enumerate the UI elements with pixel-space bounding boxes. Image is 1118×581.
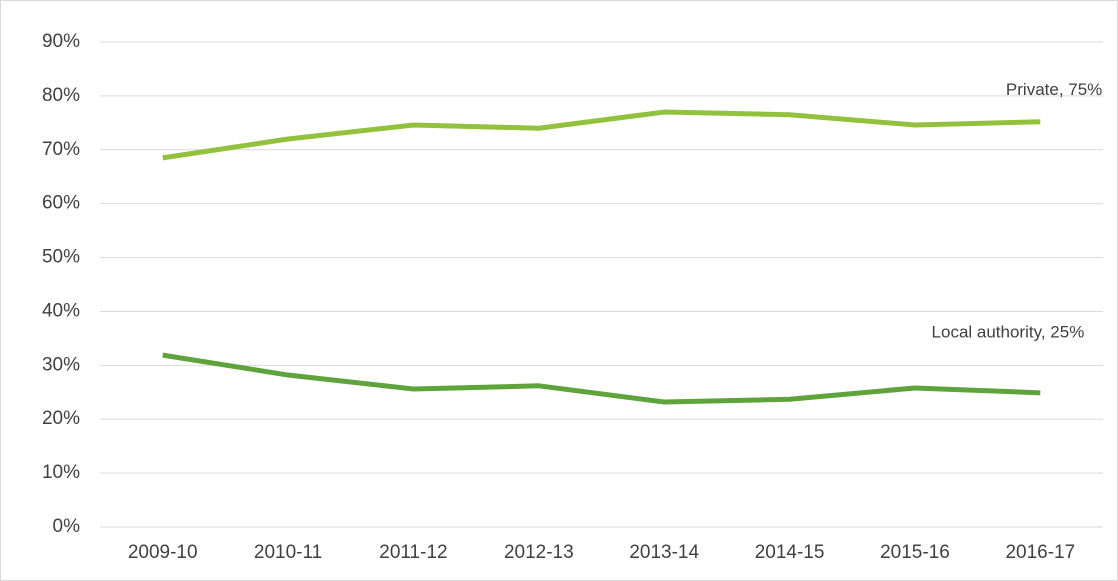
series-line bbox=[162, 109, 1041, 161]
y-tick-label: 80% bbox=[42, 85, 80, 106]
y-tick-label: 70% bbox=[42, 139, 80, 160]
x-tick-label: 2013-14 bbox=[629, 542, 699, 563]
y-tick-label: 50% bbox=[42, 247, 80, 268]
x-tick-label: 2014-15 bbox=[755, 542, 825, 563]
y-tick-label: 20% bbox=[42, 408, 80, 429]
series-annotation: Private, 75% bbox=[1006, 80, 1102, 99]
y-tick-label: 90% bbox=[42, 31, 80, 52]
x-tick-label: 2009-10 bbox=[128, 542, 198, 563]
y-tick-label: 0% bbox=[53, 516, 81, 537]
x-tick-label: 2015-16 bbox=[880, 542, 950, 563]
series-annotation: Local authority, 25% bbox=[932, 322, 1085, 341]
x-tick-label: 2016-17 bbox=[1005, 542, 1075, 563]
y-tick-label: 10% bbox=[42, 462, 80, 483]
x-tick-label: 2010-11 bbox=[254, 542, 322, 563]
x-tick-label: 2011-12 bbox=[379, 542, 447, 563]
x-tick-label: 2012-13 bbox=[504, 542, 574, 563]
y-tick-label: 40% bbox=[42, 300, 80, 321]
y-tick-label: 60% bbox=[42, 193, 80, 214]
y-tick-label: 30% bbox=[42, 354, 80, 375]
series-line bbox=[162, 352, 1041, 405]
